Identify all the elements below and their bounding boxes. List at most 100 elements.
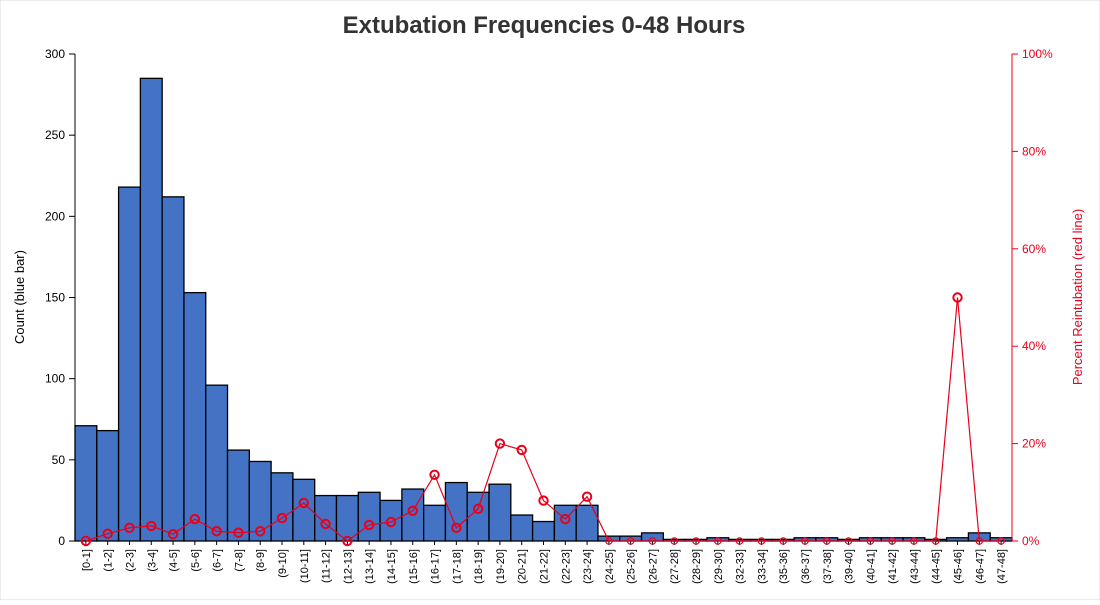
bar [357, 491, 381, 542]
bar [139, 77, 163, 542]
bar [488, 483, 512, 542]
percent-marker [888, 537, 896, 545]
percent-marker [714, 537, 722, 545]
percent-marker [342, 535, 353, 547]
percent-marker [516, 444, 527, 456]
x-tick-label: (8-9] [255, 549, 267, 572]
bar [248, 460, 272, 542]
percent-marker [298, 497, 309, 509]
percent-marker [189, 513, 201, 525]
y-tick-label: 50 [52, 453, 66, 467]
x-tick-label: (17-18] [451, 549, 463, 584]
x-tick-label: (14-15] [386, 549, 398, 584]
percent-marker [102, 528, 113, 539]
x-tick-label: (35-36] [778, 549, 790, 584]
percent-marker [952, 292, 963, 303]
x-tick-label: (16-17] [430, 549, 442, 584]
y-tick-label: 300 [45, 47, 65, 61]
x-tick-label: (2-3] [124, 549, 136, 572]
x-tick-label: (13-14] [364, 549, 376, 584]
x-tick-label: (46-47] [974, 549, 986, 584]
bar [74, 425, 98, 542]
percent-marker [233, 527, 244, 538]
percent-marker [451, 522, 462, 534]
x-tick-label: (39-40] [844, 549, 856, 584]
y-tick-label: 150 [45, 291, 65, 305]
bar [314, 494, 338, 542]
percent-marker [146, 520, 157, 532]
bar [619, 535, 643, 542]
y2-tick-label: 0% [1022, 534, 1040, 548]
percent-marker [801, 537, 809, 545]
x-tick-label: (1-2] [103, 549, 115, 572]
bar [183, 291, 207, 542]
x-tick-label: (40-41] [865, 549, 877, 584]
bar [226, 449, 250, 542]
x-tick-label: (3-4] [146, 549, 158, 572]
percent-marker [538, 495, 549, 506]
percent-marker [822, 537, 831, 545]
percent-marker [167, 528, 179, 540]
percent-line [85, 297, 1002, 542]
x-tick-label: (10-11] [299, 549, 311, 583]
x-tick-label: (43-44] [909, 549, 921, 584]
percent-marker [320, 518, 331, 530]
percent-marker [866, 537, 875, 545]
y2-tick-label: 60% [1022, 242, 1046, 256]
percent-marker [276, 512, 288, 524]
y-tick-label: 250 [45, 128, 65, 142]
x-tick-label: (26-27] [647, 549, 659, 584]
bar [335, 494, 359, 542]
percent-marker [757, 537, 766, 545]
percent-marker [648, 537, 657, 545]
x-tick-label: (36-37] [800, 549, 812, 584]
bar [640, 532, 664, 542]
percent-marker [385, 516, 397, 528]
bar [531, 520, 556, 542]
x-tick-label: (27-28] [669, 549, 681, 584]
x-tick-label: (5-6] [190, 549, 202, 572]
x-tick-label: (25-26] [626, 549, 638, 584]
percent-marker [605, 537, 613, 545]
percent-marker [472, 503, 484, 515]
x-tick-label: (12-13] [342, 549, 354, 584]
percent-marker [975, 537, 984, 545]
x-tick-label: (44-45] [931, 549, 943, 584]
x-tick-label: (19-20] [495, 549, 507, 584]
y-tick-label: 200 [45, 209, 65, 223]
percent-marker [560, 513, 571, 525]
y-tick-label: 0 [58, 534, 65, 548]
chart-title: Extubation Frequencies 0-48 Hours [343, 12, 746, 39]
x-tick-label: (15-16] [408, 549, 420, 584]
percent-marker [692, 537, 700, 545]
x-tick-label: (41-42] [887, 549, 899, 584]
x-tick-label: (37-38] [822, 549, 834, 584]
percent-marker [997, 537, 1005, 545]
percent-marker [255, 526, 266, 537]
x-tick-label: (18-19] [473, 549, 485, 584]
bar [379, 499, 403, 542]
percent-marker [124, 522, 135, 534]
bar [205, 384, 229, 542]
x-tick-label: (22-23] [560, 549, 572, 584]
x-tick-label: (20-21] [517, 549, 529, 584]
x-tick-label: (32-33] [735, 549, 747, 584]
bar [422, 504, 447, 542]
percent-marker [211, 526, 222, 537]
x-tick-label: [0-1] [81, 549, 93, 571]
bar [270, 472, 294, 542]
percent-marker [363, 519, 375, 531]
percent-marker [735, 537, 744, 545]
y-tick-label: 100 [45, 372, 65, 386]
x-tick-label: (28-29] [691, 549, 703, 584]
percent-marker [670, 537, 679, 545]
bar [466, 491, 490, 542]
y2-tick-label: 40% [1022, 339, 1046, 353]
percent-marker [626, 537, 635, 545]
percent-marker [779, 537, 788, 545]
y2-tick-label: 20% [1022, 437, 1046, 451]
x-tick-label: (7-8] [233, 549, 245, 572]
x-tick-label: (4-5] [168, 549, 180, 572]
x-tick-label: (47-48] [996, 549, 1008, 584]
